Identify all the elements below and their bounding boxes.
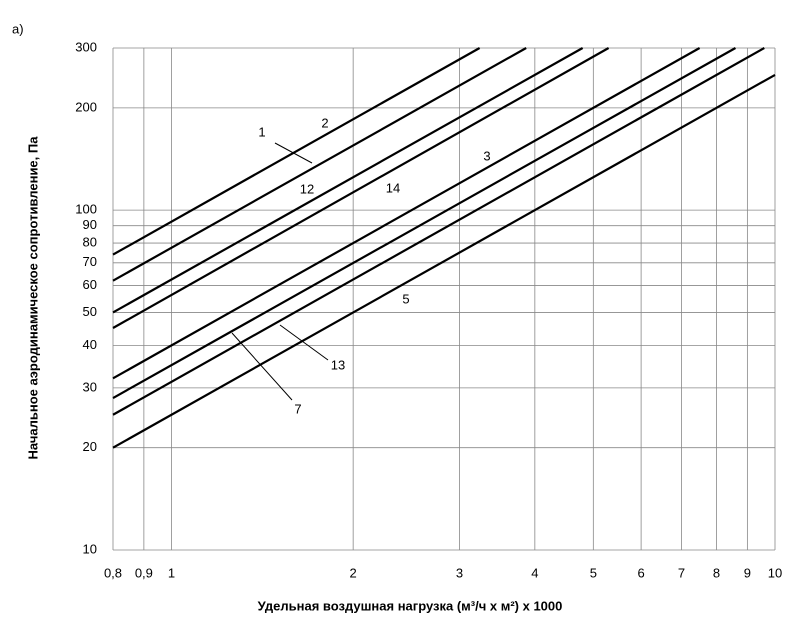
x-tick-label: 0,8 xyxy=(104,565,122,580)
leader-line xyxy=(231,332,293,401)
y-tick-label: 20 xyxy=(83,439,97,454)
series-line xyxy=(112,47,701,380)
y-tick-label: 70 xyxy=(83,254,97,269)
y-tick-label: 40 xyxy=(83,337,97,352)
y-tick-label: 90 xyxy=(83,217,97,232)
y-tick-label: 80 xyxy=(83,235,97,250)
x-tick-label: 6 xyxy=(637,565,644,580)
series-label: 12 xyxy=(300,181,314,196)
series-line xyxy=(112,47,765,416)
leader-line xyxy=(274,142,313,164)
y-tick-label: 60 xyxy=(83,277,97,292)
series-line xyxy=(112,47,481,256)
x-axis-title: Удельная воздушная нагрузка (м³/ч х м²) … xyxy=(258,598,563,613)
x-tick-label: 5 xyxy=(590,565,597,580)
x-tick-label: 1 xyxy=(168,565,175,580)
y-tick-label: 100 xyxy=(75,202,97,217)
leader-line xyxy=(279,324,329,361)
series-line xyxy=(112,47,584,314)
series-label: 14 xyxy=(386,180,400,195)
y-tick-label: 50 xyxy=(83,304,97,319)
y-tick-label: 300 xyxy=(75,39,97,54)
x-tick-label: 8 xyxy=(713,565,720,580)
y-tick-label: 200 xyxy=(75,99,97,114)
series-line xyxy=(112,47,737,399)
x-tick-label: 10 xyxy=(768,565,782,580)
series-line xyxy=(112,47,610,329)
series-label: 7 xyxy=(294,401,301,416)
series-label: 13 xyxy=(331,357,345,372)
series-label: 3 xyxy=(483,148,490,163)
y-tick-label: 30 xyxy=(83,379,97,394)
x-tick-label: 0,9 xyxy=(135,565,153,580)
panel-label: а) xyxy=(12,21,24,36)
series-line xyxy=(112,47,527,282)
series-label: 5 xyxy=(402,291,409,306)
series-label: 2 xyxy=(321,115,328,130)
x-tick-label: 2 xyxy=(350,565,357,580)
x-tick-label: 7 xyxy=(678,565,685,580)
series-line xyxy=(112,73,776,449)
x-tick-label: 3 xyxy=(456,565,463,580)
series-label: 1 xyxy=(258,124,265,139)
y-tick-label: 10 xyxy=(83,541,97,556)
y-axis-title: Начальное аэродинамическое сопротивление… xyxy=(25,136,40,460)
x-tick-label: 4 xyxy=(531,565,538,580)
x-tick-label: 9 xyxy=(744,565,751,580)
